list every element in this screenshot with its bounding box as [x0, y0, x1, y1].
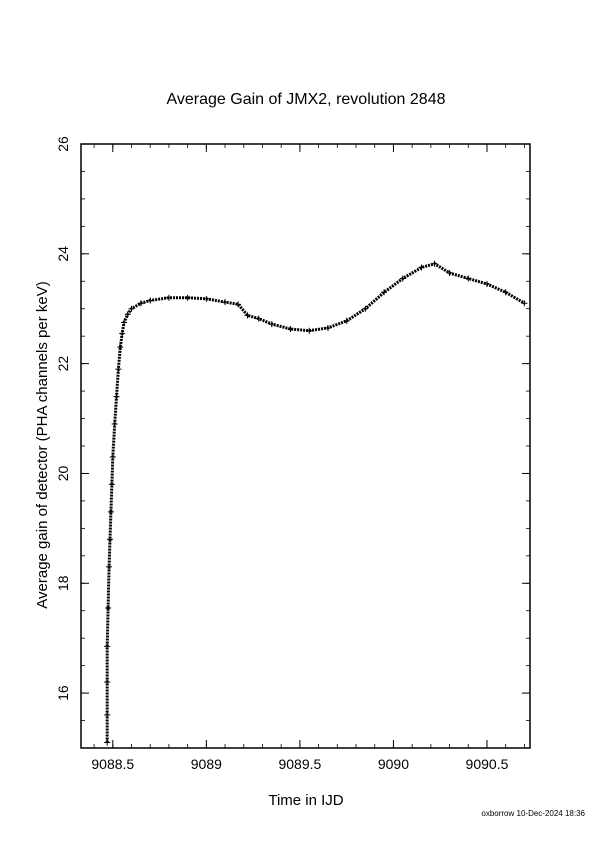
data-point: [105, 604, 112, 611]
data-point: [255, 315, 262, 322]
data-point: [117, 344, 124, 351]
x-tick-label-1: 9089: [191, 756, 222, 772]
data-point: [165, 294, 172, 301]
data-point: [104, 679, 111, 686]
data-point: [235, 301, 242, 308]
data-point: [106, 536, 113, 543]
data-point: [109, 453, 116, 460]
data-point: [115, 366, 122, 373]
x-tick-label-0: 9088.5: [91, 756, 134, 772]
chart-title: Average Gain of JMX2, revolution 2848: [167, 91, 446, 108]
data-point: [107, 508, 114, 515]
plot-frame: [80, 143, 531, 749]
y-tick-label-1: 18: [55, 575, 71, 591]
y-tick-label-0: 16: [55, 685, 71, 701]
data-point: [431, 260, 438, 267]
footer-timestamp: oxborrow 10-Dec-2024 18:36: [481, 809, 585, 818]
y-tick-label-5: 26: [55, 136, 71, 152]
data-point: [521, 300, 528, 307]
data-point: [268, 321, 275, 328]
data-point: [222, 299, 229, 306]
y-tick-label-4: 24: [55, 246, 71, 262]
data-point: [137, 300, 144, 307]
data-point: [108, 481, 115, 488]
data-point: [343, 317, 350, 324]
data-point: [306, 327, 313, 334]
data-point: [381, 289, 388, 296]
data-point: [111, 421, 118, 428]
x-tick-label-2: 9089.5: [278, 756, 321, 772]
data-point: [502, 289, 509, 296]
data-point: [104, 712, 111, 719]
data-point: [121, 319, 128, 326]
data-point: [362, 305, 369, 312]
data-point: [418, 264, 425, 271]
data-point: [483, 281, 490, 288]
data-point: [399, 275, 406, 282]
data-point: [446, 270, 453, 277]
y-tick-label-3: 22: [55, 356, 71, 372]
data-point: [184, 294, 191, 301]
data-point: [113, 393, 120, 400]
series-0-trace: [105, 262, 526, 743]
data-point: [128, 305, 135, 312]
data-point: [106, 563, 113, 570]
data-point: [147, 297, 154, 304]
data-point: [104, 739, 111, 746]
data-point: [119, 330, 126, 337]
data-point: [465, 275, 472, 282]
y-axis-label: Average gain of detector (PHA channels p…: [34, 281, 51, 608]
data-point: [124, 311, 131, 318]
x-tick-label-3: 9090: [378, 756, 409, 772]
y-tick-label-2: 20: [55, 465, 71, 481]
x-tick-label-4: 9090.5: [466, 756, 509, 772]
x-axis-label: Time in IJD: [268, 792, 343, 809]
data-point: [324, 324, 331, 331]
data-point: [203, 295, 210, 302]
data-point: [287, 326, 294, 333]
plot-area: 9088.5 9089 9089.5 9090 9090.5 16 18 20 22 24 26: [55, 136, 531, 772]
data-point: [244, 312, 251, 319]
data-point: [104, 643, 111, 650]
